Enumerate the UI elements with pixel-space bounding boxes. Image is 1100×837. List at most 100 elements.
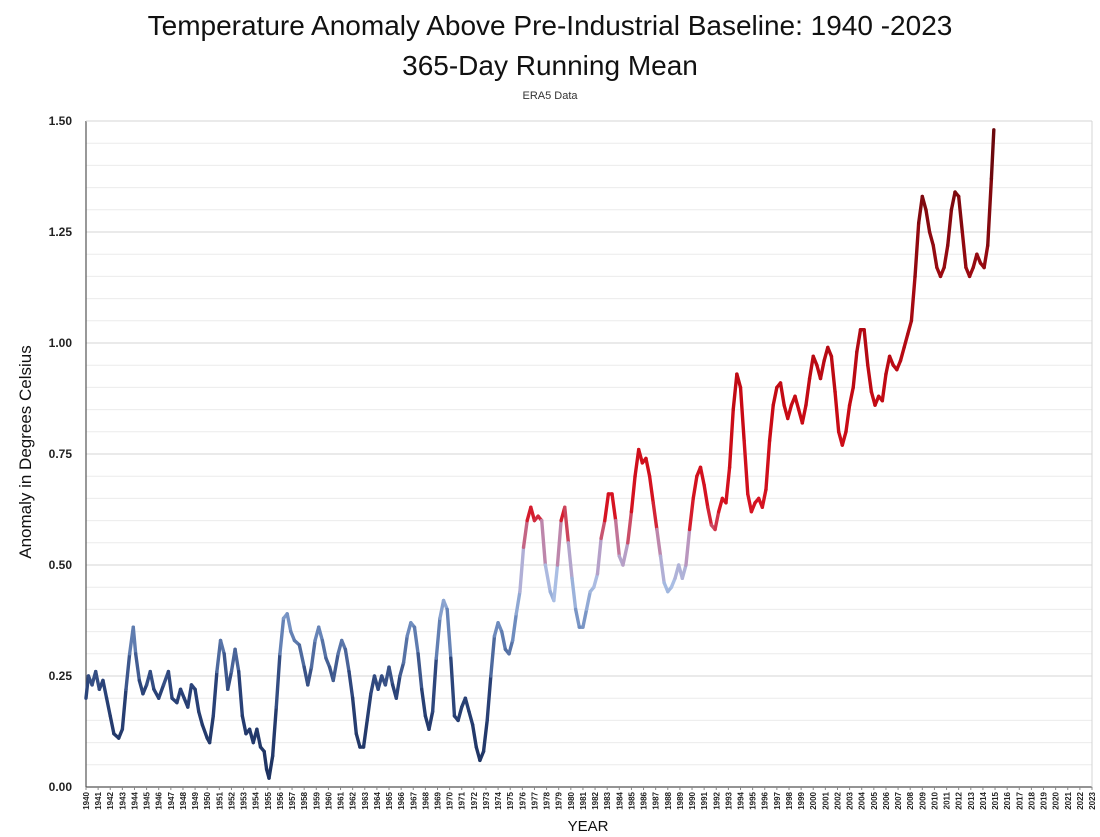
x-tick-label: 1940 bbox=[82, 791, 91, 809]
x-tick-label: 1987 bbox=[652, 791, 661, 809]
y-tick-label: 0.00 bbox=[49, 780, 73, 794]
x-tick-label: 1973 bbox=[482, 791, 491, 809]
y-tick-label: 0.50 bbox=[49, 558, 73, 572]
series-line-segment bbox=[855, 327, 863, 354]
series-line-segment bbox=[215, 638, 223, 674]
x-tick-label: 1994 bbox=[737, 791, 746, 809]
x-tick-label: 1982 bbox=[591, 791, 600, 809]
series-line-segment bbox=[691, 474, 699, 501]
series-line-segment bbox=[394, 674, 402, 700]
x-tick-label: 2012 bbox=[955, 791, 964, 809]
x-tick-label: 1954 bbox=[252, 791, 261, 809]
series-line-segment bbox=[738, 385, 746, 443]
gridlines bbox=[86, 120, 1092, 788]
series-line-segment bbox=[898, 345, 906, 363]
x-tick-label: 1995 bbox=[749, 791, 758, 809]
x-tick-label: 2007 bbox=[894, 791, 903, 809]
series-line-segment bbox=[913, 221, 921, 279]
series-line-segment bbox=[735, 372, 743, 390]
y-tick-labels: 0.00 0.25 0.50 0.75 1.00 1.25 1.50 bbox=[49, 114, 73, 794]
series-line-segment bbox=[924, 208, 932, 234]
x-tick-label: 1969 bbox=[433, 791, 442, 809]
x-tick-label: 2013 bbox=[967, 791, 976, 809]
series-line-segment bbox=[463, 696, 471, 714]
series-line-segment bbox=[401, 634, 409, 665]
series-line-segment bbox=[543, 563, 552, 594]
x-tick-label: 2001 bbox=[821, 791, 830, 809]
x-tick-label: 1975 bbox=[506, 791, 515, 809]
x-tick-label: 2020 bbox=[1052, 791, 1061, 809]
x-tick-label: 1971 bbox=[458, 791, 467, 809]
chart-title: Temperature Anomaly Above Pre-Industrial… bbox=[147, 10, 953, 41]
x-tick-label: 1964 bbox=[373, 791, 382, 809]
series-line-segment bbox=[350, 696, 358, 736]
series-line-segment bbox=[255, 727, 263, 749]
series-line-segment bbox=[804, 376, 812, 407]
series-line-segment bbox=[636, 447, 645, 465]
series-line-segment bbox=[500, 629, 508, 652]
series-line-segment bbox=[131, 625, 138, 656]
series-line-segment bbox=[529, 505, 537, 523]
x-tick-label: 2005 bbox=[870, 791, 879, 809]
series-line-segment bbox=[285, 612, 293, 634]
series-line-segment bbox=[599, 518, 607, 541]
series-line-segment bbox=[489, 634, 497, 678]
series-line-segment bbox=[398, 660, 406, 678]
x-tick-label: 1992 bbox=[712, 791, 721, 809]
x-tick-label: 1976 bbox=[518, 791, 527, 809]
series-line-segment bbox=[552, 563, 560, 603]
x-tick-label: 1957 bbox=[288, 791, 297, 809]
x-tick-label: 1950 bbox=[203, 791, 212, 809]
series-line-segment bbox=[851, 350, 859, 390]
series-line-segment bbox=[727, 407, 735, 470]
x-tick-label: 2008 bbox=[906, 791, 915, 809]
series-line-segment bbox=[485, 674, 493, 723]
x-tick-label: 1977 bbox=[530, 791, 539, 809]
series-line-segment bbox=[862, 327, 870, 367]
x-tick-label: 2003 bbox=[846, 791, 855, 809]
series-line-segment bbox=[956, 194, 965, 234]
series-line-segment bbox=[989, 128, 996, 181]
series-line-segment bbox=[687, 496, 695, 532]
series-line-segment bbox=[200, 723, 209, 740]
x-tick-label: 1986 bbox=[640, 791, 649, 809]
x-tick-label: 2010 bbox=[930, 791, 939, 809]
series-line-segment bbox=[347, 669, 355, 700]
x-tick-label: 1945 bbox=[143, 791, 152, 809]
x-tick-label: 1979 bbox=[555, 791, 564, 809]
series-line-segment bbox=[343, 647, 351, 674]
y-tick-label: 1.25 bbox=[49, 225, 73, 239]
chart-source-note: ERA5 Data bbox=[522, 90, 578, 102]
x-tick-label: 2023 bbox=[1088, 791, 1097, 809]
x-tick-label: 1999 bbox=[797, 791, 806, 809]
series-line-segment bbox=[986, 177, 994, 248]
series-line-segment bbox=[120, 687, 128, 731]
series-line-segment bbox=[651, 501, 659, 532]
series-line-segment bbox=[507, 638, 515, 656]
x-tick-label: 2014 bbox=[979, 791, 988, 809]
series-line-segment bbox=[844, 403, 852, 434]
series-line-segment bbox=[573, 607, 582, 629]
series-line-segment bbox=[566, 541, 574, 581]
series-line-segment bbox=[166, 669, 174, 700]
x-tick-label: 2017 bbox=[1015, 791, 1024, 809]
series-line-segment bbox=[760, 487, 768, 509]
series-line-segment bbox=[595, 536, 603, 576]
x-tick-label: 1959 bbox=[312, 791, 321, 809]
series-line-segment bbox=[237, 669, 245, 718]
series-line-segment bbox=[412, 625, 420, 656]
series-line-segment bbox=[365, 692, 373, 723]
series-line-segment bbox=[430, 656, 438, 714]
series-line-segment bbox=[786, 403, 794, 421]
series-line-segment bbox=[942, 243, 950, 270]
series-line-segment bbox=[906, 319, 914, 336]
x-tick-label: 1997 bbox=[773, 791, 782, 809]
x-tick-label: 1949 bbox=[191, 791, 200, 809]
series-line-segment bbox=[387, 665, 395, 687]
series-line-segment bbox=[405, 621, 413, 638]
series-line-segment bbox=[584, 589, 592, 612]
x-tick-label: 2006 bbox=[882, 791, 891, 809]
series-line-segment bbox=[262, 749, 269, 771]
x-tick-label: 1948 bbox=[179, 791, 188, 809]
